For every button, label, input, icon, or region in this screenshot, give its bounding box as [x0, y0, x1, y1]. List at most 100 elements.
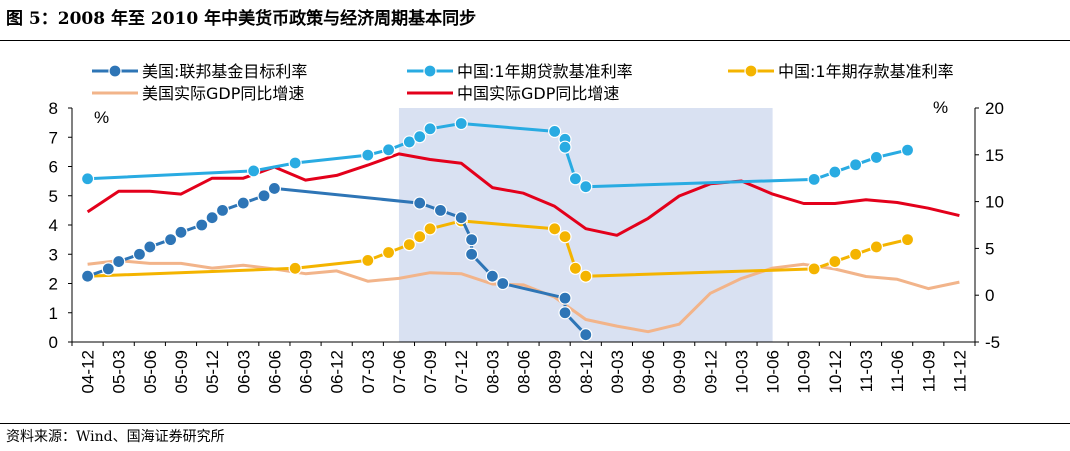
series-0-point [215, 203, 230, 217]
x-tick-label: 07-12 [452, 350, 471, 393]
x-tick-label: 09-06 [639, 350, 658, 393]
series-0-point [205, 211, 219, 225]
x-tick-label: 08-09 [546, 350, 565, 393]
series-0-point [112, 254, 126, 269]
right-axis-unit: % [933, 98, 948, 117]
x-tick-label: 10-12 [826, 350, 845, 393]
legend-label: 中国实际GDP同比增速 [457, 84, 619, 103]
series-1-point [558, 140, 572, 154]
x-tick-label: 11-09 [919, 350, 938, 392]
x-tick-label: 04-12 [79, 350, 98, 393]
left-axis-unit: % [94, 108, 109, 127]
x-tick-label: 06-03 [234, 350, 253, 393]
series-1-point [849, 158, 863, 172]
series-1-point [381, 143, 396, 157]
legend-label: 美国:联邦基金目标利率 [142, 62, 307, 81]
title-divider [0, 40, 1070, 41]
series-2-point [828, 254, 842, 269]
left-tick-label: 5 [49, 187, 58, 206]
series-1-point [568, 172, 582, 186]
left-tick-label: 7 [49, 128, 58, 147]
x-tick-label: 11-06 [888, 350, 907, 392]
x-tick-label: 07-03 [359, 350, 378, 393]
x-tick-label: 10-06 [764, 350, 783, 393]
series-0-point [558, 306, 572, 320]
series-2-point [807, 262, 821, 276]
legend-item: 美国:联邦基金目标利率 [92, 62, 307, 81]
x-tick-label: 09-09 [670, 350, 689, 393]
legend-item: 中国:1年期贷款基准利率 [407, 62, 633, 81]
series-2-point [361, 253, 375, 267]
right-tick-label: 15 [985, 146, 1004, 165]
source-divider [0, 423, 1070, 424]
series-0 [80, 181, 593, 342]
series-0-point [496, 276, 510, 291]
x-tick-label: 06-12 [328, 350, 347, 393]
series-0-point [257, 189, 271, 203]
series-0-point [195, 218, 209, 232]
legend-item: 中国:1年期存款基准利率 [728, 62, 954, 81]
x-tick-label: 08-12 [577, 350, 596, 393]
series-0-point [465, 233, 479, 247]
right-tick-label: 20 [985, 99, 1004, 118]
x-tick-label: 10-09 [795, 350, 814, 393]
left-tick-label: 0 [49, 333, 58, 352]
series-0-point [485, 269, 499, 283]
x-tick-label: 07-06 [390, 350, 409, 393]
series-1 [80, 116, 915, 194]
source-note: 资料来源：Wind、国海证券研究所 [6, 429, 225, 445]
series-2-point [900, 233, 915, 247]
series-layer [80, 116, 960, 342]
series-2-point [381, 245, 396, 260]
series-0-point [413, 196, 427, 210]
series-0-point [433, 203, 448, 217]
series-2-point [558, 230, 572, 244]
series-1-point [413, 130, 427, 144]
x-tick-label: 09-03 [608, 350, 627, 393]
x-tick-label: 06-09 [297, 350, 316, 393]
series-1-point [828, 165, 842, 179]
right-tick-label: 5 [985, 239, 994, 258]
legend-marker [423, 64, 437, 78]
legend-label: 中国:1年期贷款基准利率 [457, 62, 633, 81]
series-2-point [413, 230, 427, 244]
series-1-point [900, 143, 915, 157]
left-tick-label: 1 [49, 304, 58, 323]
x-tick-label: 11-03 [857, 350, 876, 392]
series-1-point [454, 116, 468, 131]
series-2-point [869, 240, 883, 254]
series-1-point [423, 122, 437, 136]
legend-label: 中国:1年期存款基准利率 [778, 62, 954, 81]
series-1-point [869, 150, 883, 165]
series-2-point [288, 261, 302, 275]
series-0-point [558, 291, 572, 305]
series-0-point [132, 247, 147, 261]
x-tick-label: 08-03 [483, 350, 502, 393]
series-2-point [423, 222, 437, 236]
series-0-point [143, 240, 157, 254]
series-4 [86, 152, 960, 237]
series-1-point [80, 172, 95, 186]
page-title: 图 5：2008 年至 2010 年中美货币政策与经济周期基本同步 [6, 9, 477, 29]
series-1-point [807, 172, 821, 186]
series-0-point [454, 211, 468, 225]
right-tick-label: 10 [985, 193, 1004, 212]
x-tick-label: 08-06 [515, 350, 534, 393]
series-0-point [101, 262, 115, 276]
series-1-point [247, 164, 261, 178]
x-tick-label: 05-09 [172, 350, 191, 393]
legend-label: 美国实际GDP同比增速 [142, 84, 304, 103]
tick-layer: 0 1 2 3 4 5 6 7 8 -5 0 5 10 15 20 04-12 05-03 05-06 05-09 0… [49, 99, 1004, 393]
left-tick-label: 4 [49, 216, 58, 235]
series-0-point [236, 196, 250, 210]
left-tick-label: 3 [49, 245, 58, 264]
x-tick-label: 09-12 [701, 350, 720, 393]
series-2-point [579, 269, 593, 283]
series-1-point [288, 156, 302, 170]
series-4-line [86, 152, 960, 237]
series-0-point [164, 233, 178, 247]
series-1-point [548, 124, 562, 138]
series-2-point [568, 261, 582, 275]
right-tick-label: -5 [985, 333, 1000, 352]
